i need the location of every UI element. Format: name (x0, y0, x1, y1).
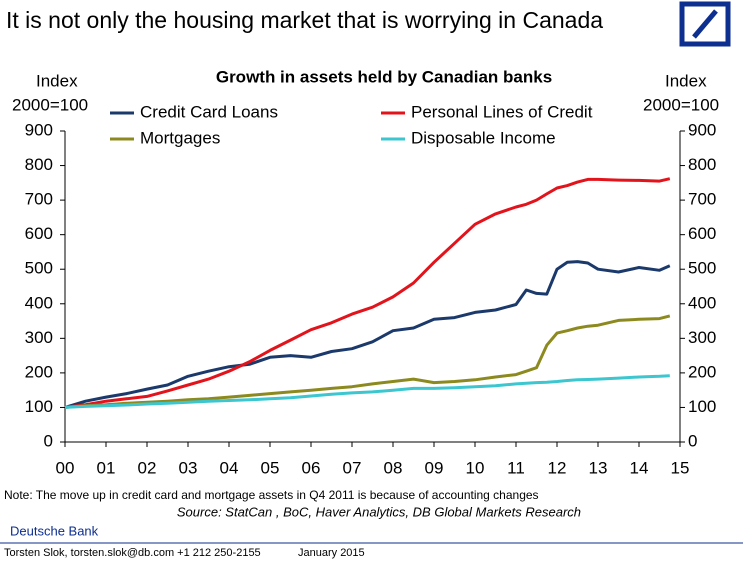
y-axis-label: 2000=100 (12, 95, 88, 114)
chart-title: Growth in assets held by Canadian banks (216, 67, 552, 86)
y2-tick-label: 100 (688, 397, 716, 416)
date: January 2015 (298, 547, 365, 559)
y2-tick-label: 0 (688, 431, 697, 450)
y-axis-label: Index (36, 71, 78, 90)
note: Note: The move up in credit card and mor… (4, 488, 539, 502)
x-tick-label: 02 (138, 458, 157, 477)
y2-tick-label: 700 (688, 190, 716, 209)
x-tick-label: 12 (548, 458, 567, 477)
x-tick-label: 10 (466, 458, 485, 477)
legend-label: Credit Card Loans (140, 102, 278, 121)
slide-title: It is not only the housing market that i… (6, 7, 603, 33)
y-tick-label: 600 (25, 224, 53, 243)
author: Torsten Slok, torsten.slok@db.com +1 212… (4, 547, 261, 559)
y2-tick-label: 900 (688, 120, 716, 139)
x-tick-label: 08 (384, 458, 403, 477)
legend-label: Mortgages (140, 128, 220, 147)
y-tick-label: 200 (25, 362, 53, 381)
x-tick-label: 03 (179, 458, 198, 477)
series-line (64, 177, 671, 409)
logo (679, 1, 731, 47)
x-tick-label: 04 (220, 458, 239, 477)
y-tick-label: 0 (44, 431, 53, 450)
y2-tick-label: 300 (688, 328, 716, 347)
legend-label: Disposable Income (411, 128, 556, 147)
y2-tick-label: 600 (688, 224, 716, 243)
x-tick-label: 01 (97, 458, 116, 477)
legend-label: Personal Lines of Credit (411, 102, 593, 121)
y-tick-label: 800 (25, 155, 53, 174)
x-tick-label: 07 (343, 458, 362, 477)
x-tick-label: 14 (630, 458, 649, 477)
x-tick-label: 15 (671, 458, 690, 477)
x-tick-label: 05 (261, 458, 280, 477)
y-tick-label: 500 (25, 259, 53, 278)
x-tick-label: 06 (302, 458, 321, 477)
y-tick-label: 900 (25, 120, 53, 139)
series-line (64, 260, 671, 409)
company: Deutsche Bank (10, 523, 99, 538)
y2-axis-label: 2000=100 (643, 95, 719, 114)
x-tick-label: 11 (507, 458, 525, 477)
y2-tick-label: 400 (688, 293, 716, 312)
y-tick-label: 100 (25, 397, 53, 416)
x-tick-label: 09 (425, 458, 444, 477)
y-tick-label: 700 (25, 190, 53, 209)
x-tick-label: 00 (56, 458, 75, 477)
y-tick-label: 400 (25, 293, 53, 312)
y2-tick-label: 500 (688, 259, 716, 278)
y2-tick-label: 800 (688, 155, 716, 174)
y2-axis-label: Index (665, 71, 707, 90)
series-line (64, 314, 671, 409)
series-line (64, 374, 670, 409)
x-tick-label: 13 (589, 458, 608, 477)
y-tick-label: 300 (25, 328, 53, 347)
source: Source: StatCan , BoC, Haver Analytics, … (177, 504, 581, 519)
y2-tick-label: 200 (688, 362, 716, 381)
